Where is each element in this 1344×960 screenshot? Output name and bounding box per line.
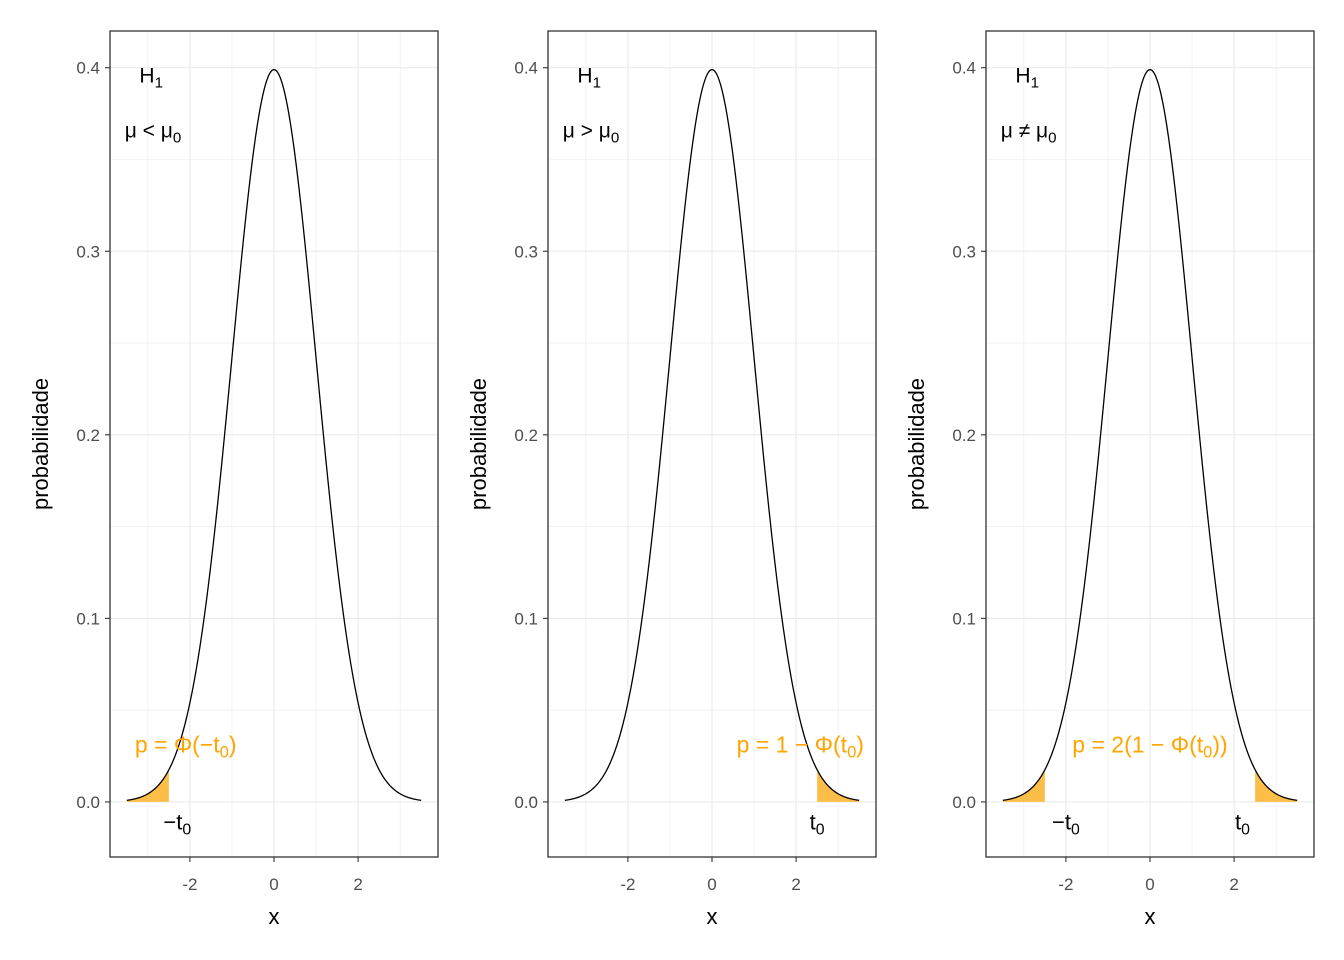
hypothesis-title: H1	[577, 64, 601, 91]
t-statistic-label-part: 0	[1241, 821, 1250, 838]
y-tick-label: 0.3	[952, 242, 976, 261]
x-axis-title: x	[269, 904, 280, 929]
y-tick-label: 0.4	[76, 59, 100, 78]
y-axis-title: probabilidade	[904, 378, 929, 510]
y-tick-label: 0.4	[514, 59, 538, 78]
density-curve	[564, 68, 860, 801]
chart-panel-2: -2 0 2 0.0 0.1 0.2 0.3 0.4 x probabilidade H1 μ > μ…	[466, 30, 877, 929]
y-tick-label: 0.1	[952, 609, 976, 628]
hypothesis-relation-part: 0	[611, 129, 619, 146]
y-tick-label: 0.1	[514, 609, 538, 628]
t-statistic-label: t0	[810, 809, 825, 838]
hypothesis-title: H1	[1015, 64, 1039, 91]
shaded-tail-area	[817, 769, 860, 802]
y-tick-label: 0.2	[952, 426, 976, 445]
shaded-tail-area	[126, 769, 169, 802]
p-value-annotation: p = 1 − Φ(t0)	[737, 731, 864, 761]
hypothesis-title-part: H	[139, 64, 154, 87]
t-statistic-label-part: −t	[163, 809, 182, 834]
p-value-annotation: p = 2(1 − Φ(t0))	[1072, 731, 1227, 761]
y-tick-label: 0.3	[514, 242, 538, 261]
x-tick-label: 0	[1145, 875, 1154, 894]
p-value-annotation-part: 0	[847, 742, 856, 761]
hypothesis-relation-part: 0	[1048, 129, 1056, 146]
x-tick-label: -2	[1058, 875, 1073, 894]
chart-panel-1: -2 0 2 0.0 0.1 0.2 0.3 0.4 x probabilidade H1 μ < μ…	[28, 30, 439, 929]
t-statistic-label-part: t	[810, 809, 816, 834]
x-tick-label: 2	[791, 875, 800, 894]
hypothesis-title-part: H	[577, 64, 592, 87]
hypothesis-relation-part: μ ≠ μ	[1001, 119, 1048, 142]
t-statistic-label: −t0	[1052, 809, 1080, 838]
t-statistic-label-part: −t	[1052, 809, 1071, 834]
shaded-tail-area	[1002, 769, 1045, 802]
hypothesis-title-part: 1	[593, 74, 601, 91]
y-tick-label: 0.2	[514, 426, 538, 445]
t-statistic-label-part: 0	[182, 821, 191, 838]
p-value-annotation-part: 0	[1203, 742, 1212, 761]
hypothesis-title-part: 1	[155, 74, 163, 91]
x-axis-title: x	[707, 904, 718, 929]
hypothesis-relation-part: μ < μ	[125, 119, 173, 142]
t-statistic-label-part: 0	[1071, 821, 1080, 838]
p-value-annotation-part: )	[856, 731, 864, 757]
hypothesis-title-part: 1	[1031, 74, 1039, 91]
hypothesis-relation: μ < μ0	[125, 119, 182, 146]
x-tick-label: 0	[269, 875, 278, 894]
p-value-annotation-part: p = 2(1 − Φ(t	[1072, 731, 1203, 757]
p-value-annotation-part: ))	[1212, 731, 1227, 757]
p-value-annotation-part: p = 1 − Φ(t	[737, 731, 848, 757]
t-statistic-label: t0	[1235, 809, 1250, 838]
chart-panel-3: -2 0 2 0.0 0.1 0.2 0.3 0.4 x probabilidade H1 μ ≠ μ…	[904, 30, 1315, 929]
x-tick-label: -2	[620, 875, 635, 894]
x-tick-label: 2	[353, 875, 362, 894]
x-tick-label: -2	[182, 875, 197, 894]
y-tick-label: 0.0	[514, 793, 538, 812]
y-tick-label: 0.4	[952, 59, 976, 78]
hypothesis-title-part: H	[1015, 64, 1030, 87]
y-tick-label: 0.0	[952, 793, 976, 812]
density-curve	[1002, 68, 1298, 801]
t-statistic-label-part: 0	[816, 821, 825, 838]
t-statistic-label-part: t	[1235, 809, 1241, 834]
y-tick-label: 0.1	[76, 609, 100, 628]
hypothesis-title: H1	[139, 64, 163, 91]
p-value-annotation-part: )	[229, 731, 237, 757]
density-curve	[126, 68, 422, 801]
hypothesis-relation-part: μ > μ	[563, 119, 611, 142]
x-tick-label: 0	[707, 875, 716, 894]
x-axis-title: x	[1145, 904, 1156, 929]
shaded-tail-area	[1255, 769, 1298, 802]
y-tick-label: 0.3	[76, 242, 100, 261]
y-axis-title: probabilidade	[466, 378, 491, 510]
hypothesis-relation: μ ≠ μ0	[1001, 119, 1057, 146]
x-tick-label: 2	[1229, 875, 1238, 894]
y-axis-title: probabilidade	[28, 378, 53, 510]
hypothesis-relation-part: 0	[173, 129, 181, 146]
p-value-annotation-part: 0	[220, 742, 229, 761]
p-value-annotation-part: p = Φ(−t	[135, 731, 220, 757]
hypothesis-relation: μ > μ0	[563, 119, 620, 146]
y-tick-label: 0.0	[76, 793, 100, 812]
p-value-annotation: p = Φ(−t0)	[135, 731, 237, 761]
t-statistic-label: −t0	[163, 809, 191, 838]
y-tick-label: 0.2	[76, 426, 100, 445]
